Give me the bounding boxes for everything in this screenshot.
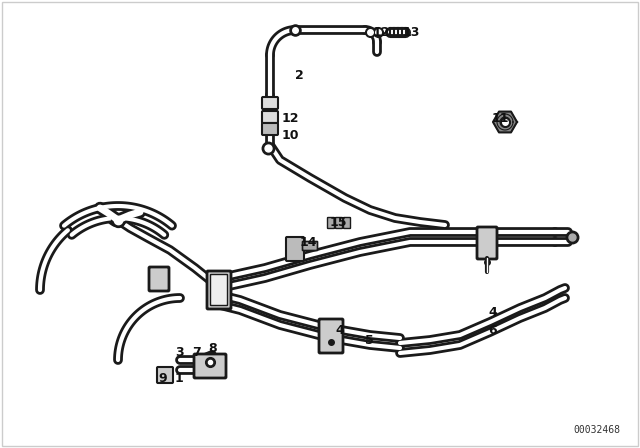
FancyBboxPatch shape [207, 271, 231, 309]
FancyBboxPatch shape [211, 275, 227, 306]
FancyBboxPatch shape [303, 241, 317, 250]
FancyBboxPatch shape [477, 227, 497, 259]
Text: 1: 1 [175, 371, 184, 384]
Text: 4: 4 [488, 306, 497, 319]
Text: 7: 7 [192, 345, 201, 358]
Text: 2: 2 [295, 69, 304, 82]
Text: 4: 4 [335, 323, 344, 336]
Text: 12: 12 [282, 112, 300, 125]
Text: 15: 15 [330, 215, 348, 228]
FancyBboxPatch shape [335, 217, 342, 228]
Text: 00032468: 00032468 [573, 425, 620, 435]
Text: 10: 10 [282, 129, 300, 142]
FancyBboxPatch shape [149, 267, 169, 291]
Text: 6: 6 [488, 323, 497, 336]
FancyBboxPatch shape [328, 217, 335, 228]
Text: 3: 3 [175, 345, 184, 358]
Text: 9: 9 [158, 371, 166, 384]
Text: 5: 5 [365, 333, 374, 346]
FancyBboxPatch shape [262, 111, 278, 123]
Polygon shape [493, 112, 517, 133]
FancyBboxPatch shape [194, 354, 226, 378]
FancyBboxPatch shape [286, 237, 304, 261]
Text: 8: 8 [208, 341, 216, 354]
Text: 11: 11 [492, 112, 509, 125]
Text: 14: 14 [300, 236, 317, 249]
FancyBboxPatch shape [344, 217, 351, 228]
FancyBboxPatch shape [319, 319, 343, 353]
Text: 12: 12 [373, 26, 390, 39]
Text: 13: 13 [403, 26, 420, 39]
FancyBboxPatch shape [262, 123, 278, 135]
FancyBboxPatch shape [157, 367, 173, 383]
FancyBboxPatch shape [262, 97, 278, 109]
